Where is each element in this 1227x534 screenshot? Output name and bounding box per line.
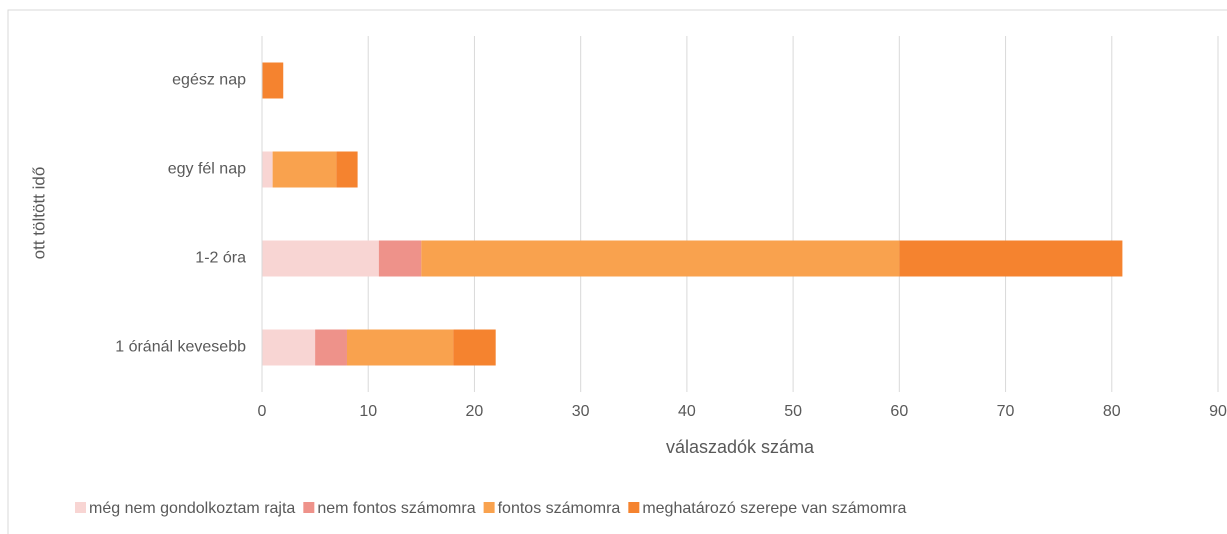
bar-segment bbox=[262, 329, 316, 366]
legend-label: még nem gondolkoztam rajta bbox=[89, 500, 295, 517]
legend-label: fontos számomra bbox=[498, 500, 621, 517]
bar-segment bbox=[336, 151, 358, 188]
y-tick-label: 1-2 óra bbox=[195, 250, 246, 267]
y-tick-label: 1 óránál kevesebb bbox=[115, 339, 246, 356]
bar-segment bbox=[262, 62, 284, 99]
x-tick-label: 80 bbox=[1103, 403, 1121, 420]
x-tick-label: 70 bbox=[997, 403, 1015, 420]
legend-swatch bbox=[75, 502, 86, 513]
y-axis-title: ott töltött idő bbox=[29, 167, 48, 260]
x-tick-label: 10 bbox=[359, 403, 377, 420]
bar-segment bbox=[262, 240, 379, 277]
bar-segment bbox=[899, 240, 1123, 277]
x-tick-label: 20 bbox=[466, 403, 484, 420]
bar-segment bbox=[262, 151, 273, 188]
bar-segment bbox=[421, 240, 900, 277]
x-tick-label: 40 bbox=[678, 403, 696, 420]
x-tick-label: 60 bbox=[890, 403, 908, 420]
y-tick-label: egy fél nap bbox=[168, 161, 246, 178]
bar-segment bbox=[272, 151, 337, 188]
x-tick-label: 30 bbox=[572, 403, 590, 420]
legend-swatch bbox=[303, 502, 315, 513]
x-tick-label: 0 bbox=[258, 403, 267, 420]
y-tick-label: egész nap bbox=[172, 72, 246, 89]
legend-label: meghatározó szerepe van számomra bbox=[642, 500, 906, 517]
legend-swatch bbox=[483, 502, 495, 513]
x-axis-title: válaszadók száma bbox=[666, 437, 815, 457]
x-tick-label: 90 bbox=[1209, 403, 1227, 420]
bar-segment bbox=[315, 329, 347, 366]
x-tick-label: 50 bbox=[784, 403, 802, 420]
bar-segment bbox=[453, 329, 496, 366]
bar-segment bbox=[378, 240, 422, 277]
chart-border bbox=[7, 9, 1227, 534]
bar-segment bbox=[346, 329, 454, 366]
legend-label: nem fontos számomra bbox=[317, 500, 475, 517]
legend-swatch bbox=[628, 502, 640, 513]
